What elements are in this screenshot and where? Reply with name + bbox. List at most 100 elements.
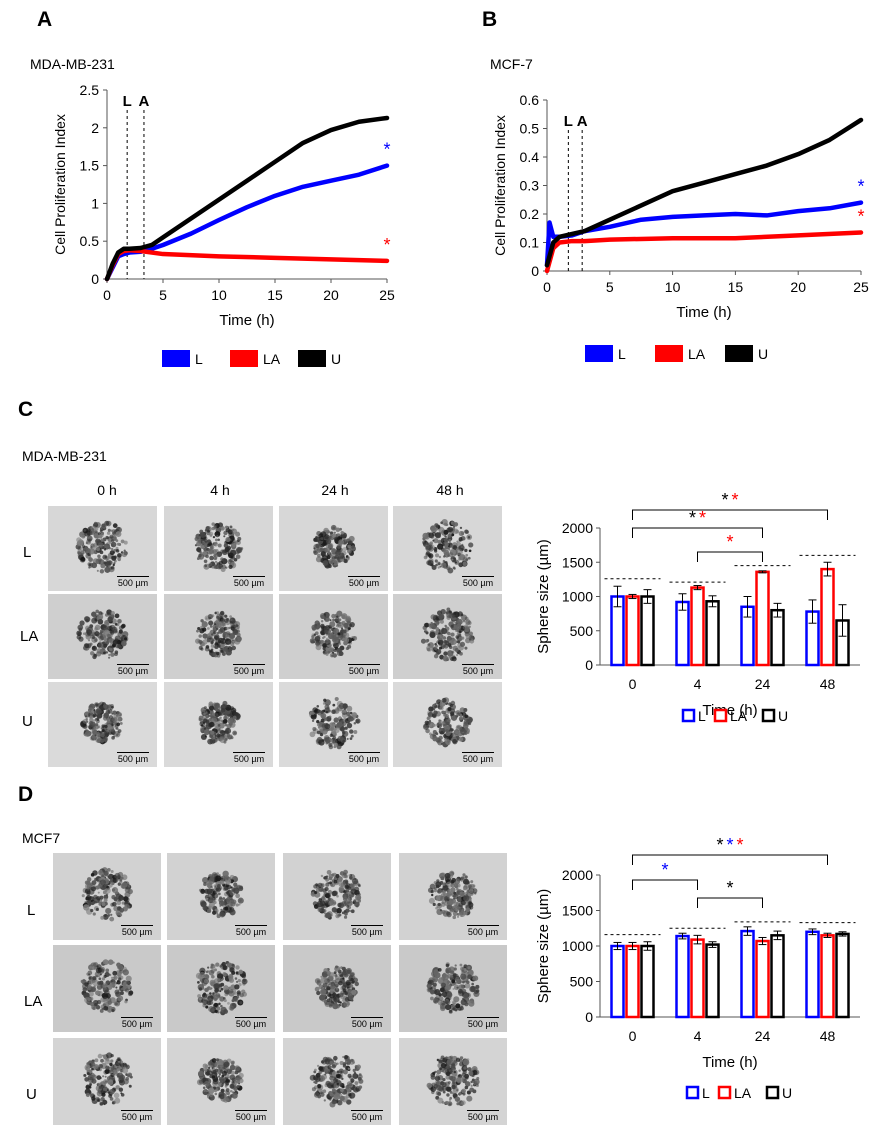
x-tick-label: 0 [103,287,111,303]
micrograph: 500 µm [393,594,502,679]
x-tick-label: 25 [853,279,869,295]
legend-swatch-l [685,1085,700,1100]
legend-swatch-u [725,345,753,362]
scale-bar-label: 500 µm [348,754,380,764]
scale-bar-label: 500 µm [351,1019,383,1029]
scale-bar: 500 µm [467,924,499,937]
y-tick-label: 1500 [562,554,593,570]
y-tick-label: 0.6 [520,92,540,108]
legend-swatch-la [717,1085,732,1100]
scale-bar-line [348,663,380,665]
legend-label-u: U [778,708,788,724]
y-tick-label: 0 [585,1009,593,1025]
legend-label-la: LA [688,346,706,362]
x-tick-label: 4 [694,676,702,692]
scale-bar: 500 µm [467,1016,499,1029]
scale-bar-line [462,575,494,577]
scale-bar: 500 µm [121,924,153,937]
scale-bar: 500 µm [348,751,380,764]
scale-bar-line [121,1016,153,1018]
scale-bar-label: 500 µm [462,578,494,588]
micrograph: 500 µm [53,1038,161,1125]
row-label-l-d: L [27,902,36,919]
bar-la [625,944,640,1019]
micrograph: 500 µm [167,853,275,940]
scale-bar-label: 500 µm [235,1019,267,1029]
spheroid-image [310,869,362,920]
micrograph: 500 µm [399,945,507,1032]
legend-swatch-l [585,345,613,362]
panel-title-a: MDA-MB-231 [30,56,115,72]
micrograph: 500 µm [279,682,388,767]
scale-bar-line [235,1016,267,1018]
significance-star: * [689,508,696,528]
micrograph: 500 µm [283,853,391,940]
treatment-marker-label: L [123,93,132,110]
legend-swatch-la [230,350,258,367]
scale-bar-label: 500 µm [467,927,499,937]
scale-bar: 500 µm [121,1109,153,1122]
scale-bar: 500 µm [351,1016,383,1029]
legend-swatch-u [761,708,776,723]
significance-bracket [632,879,698,890]
x-tick-label: 20 [323,287,339,303]
significance-bracket [697,551,763,562]
y-tick-label: 0.3 [520,178,540,194]
scale-bar-line [117,575,149,577]
spheroid-image [426,1055,480,1107]
x-tick-label: 0 [629,1028,637,1044]
legend-label-l: L [698,708,706,724]
y-tick-label: 1 [91,195,99,211]
y-axis-label: Cell Proliferation Index [492,115,508,256]
x-tick-label: 15 [267,287,283,303]
treatment-marker-label: A [139,93,150,110]
scale-bar-label: 500 µm [467,1019,499,1029]
scale-bar-line [462,751,494,753]
significance-bracket [632,527,763,538]
x-tick-label: 4 [694,1028,702,1044]
spheroid-image [81,867,133,922]
y-tick-label: 2 [91,120,99,136]
scale-bar: 500 µm [348,575,380,588]
y-tick-label: 2.5 [80,82,100,98]
significance-bracket [697,897,763,908]
scale-bar-line [233,663,265,665]
scale-bar-label: 500 µm [462,754,494,764]
y-axis-label: Cell Proliferation Index [52,114,68,255]
x-tick-label: 10 [665,279,681,295]
legend-label-u: U [331,351,341,367]
series-line-la [104,248,390,282]
scale-bar-line [235,1109,267,1111]
time-label-0h: 0 h [97,482,117,498]
x-tick-label: 24 [755,1028,771,1044]
scale-bar: 500 µm [233,751,265,764]
scale-bar-label: 500 µm [121,927,153,937]
row-label-la-c: LA [20,628,39,645]
spheroid-image [83,1052,133,1106]
scale-bar-line [117,751,149,753]
legend-swatch-l [162,350,190,367]
row-label-u-d: U [26,1086,37,1103]
bar-u [640,944,655,1019]
scale-bar-line [467,1016,499,1018]
scale-bar-line [351,1016,383,1018]
micrograph: 500 µm [283,1038,391,1125]
bar-la [755,570,770,667]
y-tick-label: 0.5 [520,121,540,137]
series-line-u [104,115,390,282]
x-tick-label: 24 [755,676,771,692]
scale-bar: 500 µm [462,751,494,764]
scale-bar-line [467,1109,499,1111]
bar-u [705,943,720,1019]
micrograph: 500 µm [399,853,507,940]
spheroid-image [308,696,361,750]
bar-u [640,595,655,667]
row-label-l-c: L [23,544,32,561]
significance-star: * [726,532,733,552]
bar-u [770,934,785,1019]
scale-bar-line [348,575,380,577]
chart-d: 0 500 1000 1500 2000 0 4 24 48 Time (h) Sphere siz… [535,835,860,1101]
legend-swatch-la [655,345,683,362]
significance-star: * [726,878,733,898]
bar-la [690,586,705,667]
